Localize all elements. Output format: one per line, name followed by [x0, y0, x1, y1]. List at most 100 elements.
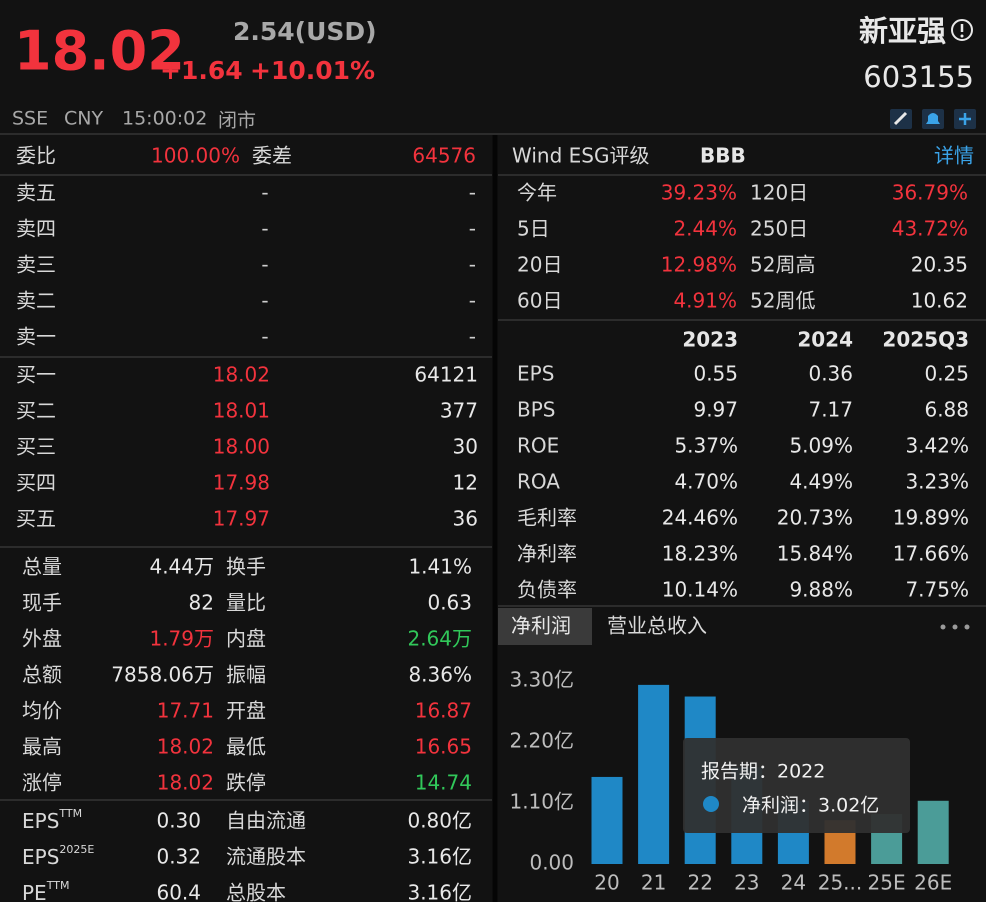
- value: 5.09%: [789, 434, 853, 458]
- info-dot: [960, 34, 964, 38]
- value: 4.44万: [149, 555, 214, 579]
- label: 委比: [16, 144, 56, 168]
- bid-price: 18.02: [213, 363, 270, 387]
- value: 9.97: [693, 398, 738, 422]
- label: 买五: [16, 507, 56, 531]
- x-tick-label: 24: [781, 871, 806, 895]
- label: ROE: [517, 434, 559, 458]
- last-price: 18.02: [14, 20, 185, 83]
- dot: [940, 624, 946, 630]
- value: 0.55: [693, 362, 738, 386]
- label: 总额: [22, 663, 62, 687]
- value: 9.88%: [789, 578, 853, 602]
- value: 10.14%: [662, 578, 738, 602]
- value: 16.65: [415, 735, 472, 759]
- label: 卖二: [16, 289, 56, 313]
- value: 60.4: [156, 881, 201, 902]
- detail-link[interactable]: 详情: [934, 144, 974, 168]
- value: 2.44%: [673, 217, 737, 241]
- x-tick-label: 25E: [868, 871, 906, 895]
- value: 0.25: [924, 362, 969, 386]
- label: 涨停: [22, 771, 62, 795]
- label: 流通股本: [226, 845, 306, 869]
- value: 18.02: [157, 735, 214, 759]
- info-icon[interactable]: [951, 19, 973, 41]
- value: 64576: [412, 144, 476, 168]
- label: 现手: [22, 591, 62, 615]
- value: 82: [189, 591, 214, 615]
- label-main: EPS: [22, 809, 59, 833]
- ask-volume: -: [469, 181, 476, 205]
- label: 换手: [226, 555, 266, 579]
- label-sup: TTM: [58, 807, 82, 820]
- bell: [926, 113, 940, 124]
- column-header: 2023: [682, 328, 738, 352]
- value: 6.88: [924, 398, 969, 422]
- label: 负债率: [517, 578, 577, 602]
- label: 卖四: [16, 217, 56, 241]
- bid-volume: 12: [453, 471, 478, 495]
- label: EPS: [517, 362, 554, 386]
- label: 外盘: [22, 627, 62, 651]
- label-sup: TTM: [46, 879, 70, 892]
- value: 100.00%: [151, 144, 240, 168]
- ask-price: -: [261, 181, 268, 205]
- label-main: PE: [22, 881, 47, 902]
- value: 12.98%: [661, 253, 737, 277]
- label: 120日: [750, 181, 808, 205]
- edit-button[interactable]: [890, 109, 912, 129]
- tab[interactable]: 净利润: [511, 614, 571, 638]
- label: 毛利率: [517, 506, 577, 530]
- label: 卖三: [16, 253, 56, 277]
- label: 买二: [16, 399, 56, 423]
- value: 7.17: [808, 398, 853, 422]
- value: 43.72%: [892, 217, 968, 241]
- value: 20.73%: [777, 506, 853, 530]
- time: 15:00:02: [122, 108, 207, 130]
- value: 7.75%: [905, 578, 969, 602]
- label: PETTM: [22, 879, 69, 902]
- ask-price: -: [261, 253, 268, 277]
- value: 17.66%: [893, 542, 969, 566]
- add-button[interactable]: [954, 109, 976, 129]
- ask-volume: -: [469, 217, 476, 241]
- bar: [638, 684, 670, 864]
- y-tick-label: 0.00: [529, 851, 574, 875]
- bid-price: 18.01: [213, 399, 270, 423]
- x-tick-label: 23: [734, 871, 759, 895]
- dot: [952, 624, 958, 630]
- label: EPSTTM: [22, 807, 82, 833]
- label: 52周低: [750, 289, 815, 313]
- value: 0.63: [427, 591, 472, 615]
- tooltip-dot: [703, 796, 719, 812]
- value: 1.79万: [149, 627, 214, 651]
- bid-price: 17.97: [213, 507, 270, 531]
- value: 3.42%: [905, 434, 969, 458]
- label: Wind ESG评级: [512, 144, 649, 168]
- tab[interactable]: 营业总收入: [607, 614, 707, 638]
- label: 总股本: [226, 881, 286, 902]
- value: 5.37%: [674, 434, 738, 458]
- tooltip-value: 净利润：3.02亿: [742, 795, 879, 817]
- label: 买一: [16, 363, 56, 387]
- label: 5日: [517, 217, 550, 241]
- more-button[interactable]: [940, 624, 970, 630]
- currency: CNY: [64, 108, 103, 130]
- x-tick-label: 20: [594, 871, 619, 895]
- value: 3.16亿: [407, 845, 472, 869]
- value: 15.84%: [777, 542, 853, 566]
- active-tab: [498, 608, 592, 645]
- bid-price: 18.00: [213, 435, 270, 459]
- value: 0.30: [156, 809, 201, 833]
- value: 17.71: [157, 699, 214, 723]
- value: 10.62: [911, 289, 968, 313]
- bid-volume: 36: [453, 507, 478, 531]
- label: 卖五: [16, 181, 56, 205]
- label: 振幅: [226, 663, 266, 687]
- alert-button[interactable]: [922, 109, 944, 129]
- value: 4.91%: [673, 289, 737, 313]
- label: BPS: [517, 398, 555, 422]
- value: 14.74: [415, 771, 472, 795]
